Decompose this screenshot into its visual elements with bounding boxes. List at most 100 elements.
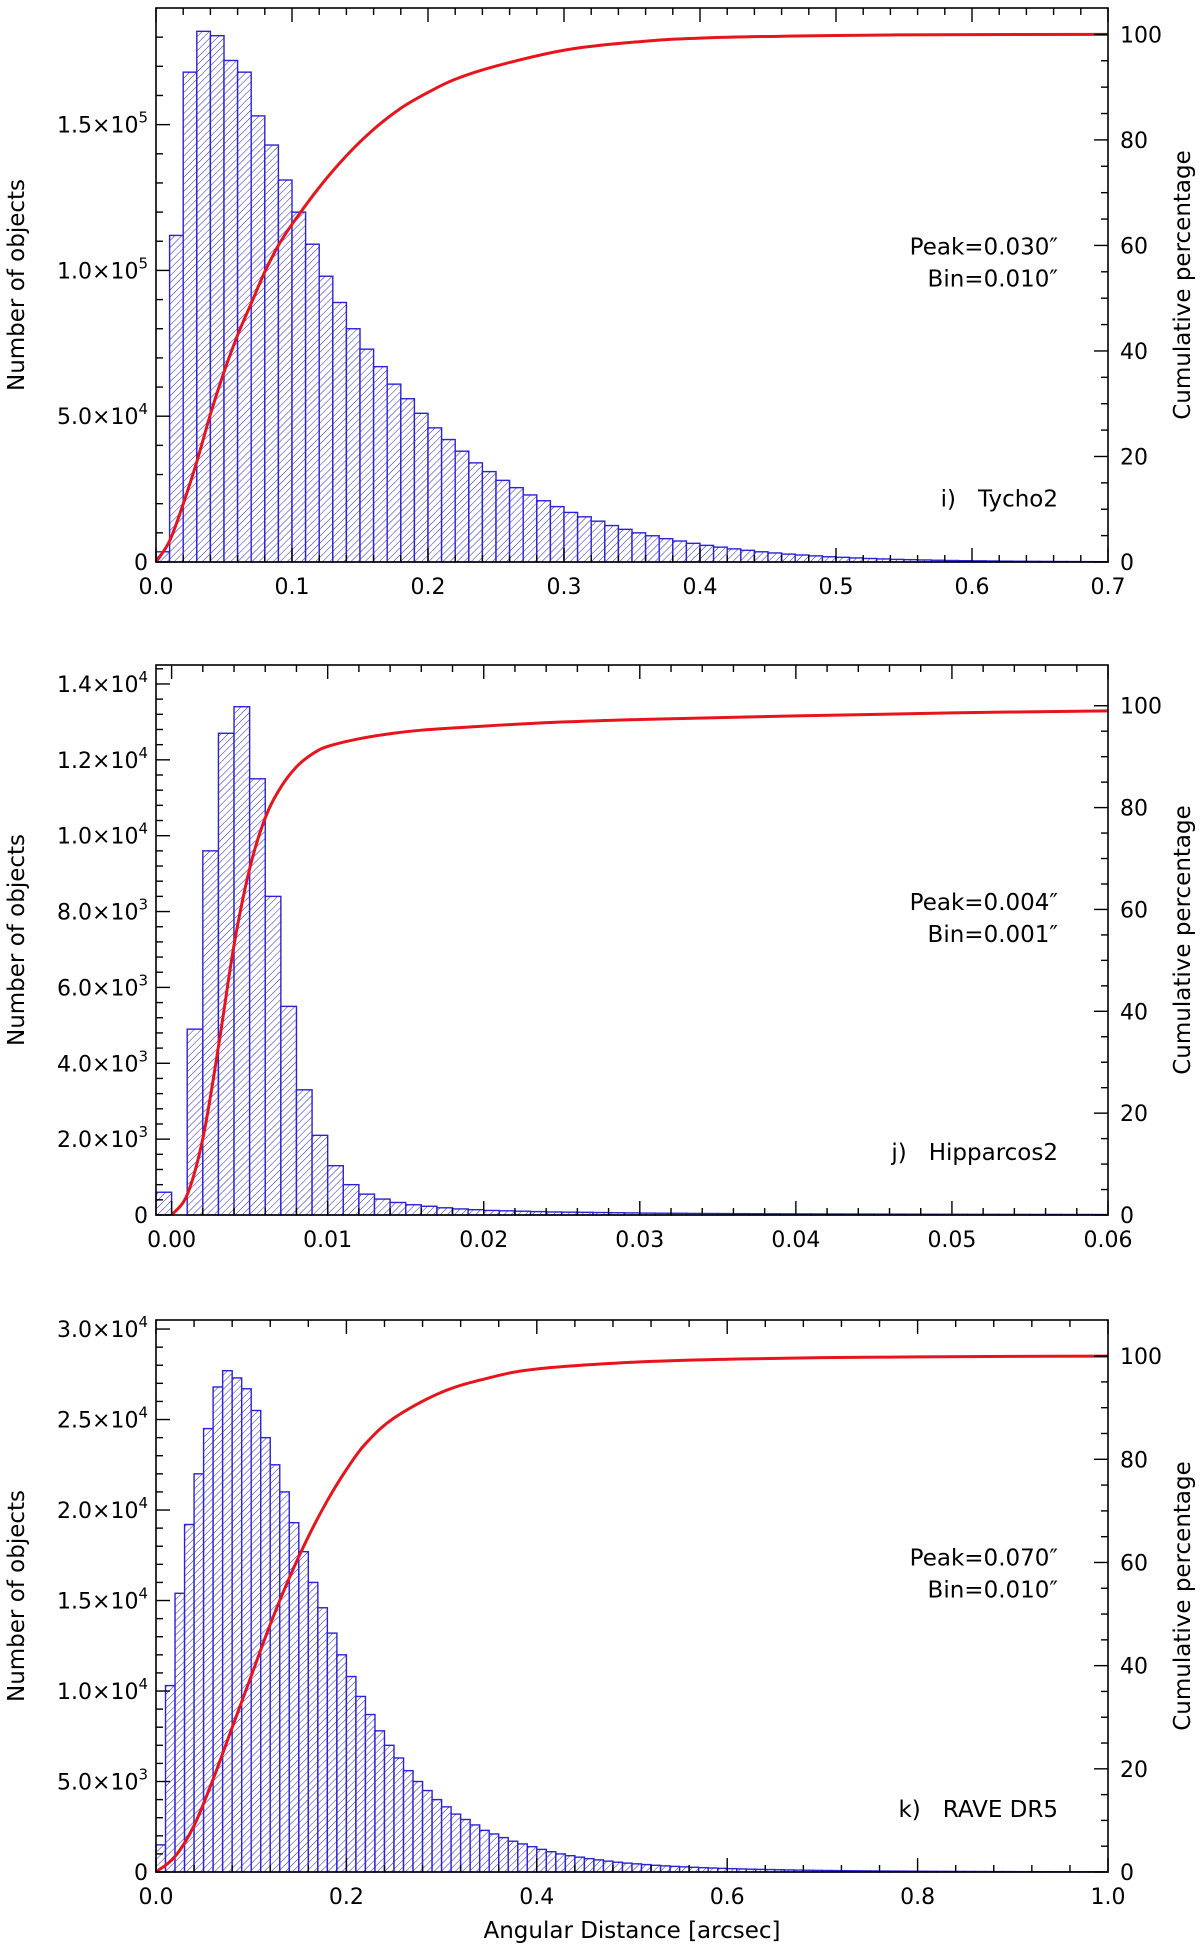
histogram-bar xyxy=(617,528,633,563)
y2-tick-label: 60 xyxy=(1120,234,1148,259)
y-axis-label: Number of objects xyxy=(4,179,30,391)
histogram-bar xyxy=(217,732,235,1216)
histogram-bar xyxy=(522,494,538,563)
histogram-bar xyxy=(555,1853,567,1873)
y-tick-label: 1.5×105 xyxy=(57,109,148,139)
catalog-name: Hipparcos2 xyxy=(929,1140,1058,1166)
histogram-bar xyxy=(183,1523,195,1873)
histogram-bar xyxy=(451,1208,469,1216)
histogram-bar xyxy=(469,1824,481,1873)
y-tick-label: 1.0×104 xyxy=(57,820,148,850)
histogram-bar xyxy=(440,438,456,563)
histogram-bar xyxy=(250,1409,262,1873)
x-axis-label: Angular Distance [arcsec] xyxy=(483,1918,780,1944)
histogram-bar xyxy=(563,511,579,563)
y-tick-label: 6.0×103 xyxy=(57,971,148,1001)
plot-frame xyxy=(155,664,1109,1216)
histogram-bar xyxy=(358,1193,376,1216)
y2-tick-label: 100 xyxy=(1120,1345,1162,1370)
histogram-bar xyxy=(583,1857,595,1873)
y2-tick-label: 60 xyxy=(1120,1551,1148,1576)
histogram-bar xyxy=(345,328,361,563)
histogram-bar xyxy=(202,1427,214,1873)
histogram-bar xyxy=(372,365,388,563)
x-tick-label: 0.03 xyxy=(615,1228,664,1253)
x-tick-label: 0.2 xyxy=(411,575,446,600)
histogram-bar xyxy=(342,1183,360,1216)
histogram-bar xyxy=(298,1550,310,1873)
x-tick-label: 0.05 xyxy=(927,1228,976,1253)
x-tick-label: 0.7 xyxy=(1091,575,1126,600)
x-tick-label: 0.3 xyxy=(547,575,582,600)
histogram-bar xyxy=(621,1862,633,1873)
y2-axis-label: Cumulative percentage xyxy=(1170,805,1196,1075)
histogram-bar xyxy=(576,516,592,563)
histogram-bar xyxy=(669,1865,681,1873)
y2-tick-label: 60 xyxy=(1120,898,1148,923)
histogram-bar xyxy=(336,1654,348,1873)
histogram-bar xyxy=(602,1860,614,1873)
y2-axis-label: Cumulative percentage xyxy=(1170,1461,1196,1731)
peak-annotation: Peak=0.070″ xyxy=(910,1546,1059,1572)
histogram-bar xyxy=(155,1191,173,1216)
panel-label: j) xyxy=(890,1140,906,1166)
histogram-bar xyxy=(279,1491,290,1873)
histogram-bar xyxy=(574,1856,586,1873)
histogram-bar xyxy=(412,1780,424,1873)
histogram-bar xyxy=(174,1592,186,1873)
x-tick-label: 0.00 xyxy=(147,1228,196,1253)
histogram-bar xyxy=(233,706,251,1216)
histogram-bar xyxy=(359,348,375,563)
histogram-bar xyxy=(436,1207,454,1216)
histogram-bar xyxy=(712,546,728,563)
histogram-bar xyxy=(604,524,620,563)
y2-tick-label: 100 xyxy=(1120,23,1162,48)
histogram-bar xyxy=(685,542,701,563)
x-tick-label: 0.2 xyxy=(329,1885,364,1910)
plot-frame xyxy=(155,7,1109,563)
histogram-bar xyxy=(318,275,334,563)
panel-k: 0.0 0.2 0.4 0.6 0.8 1.005.0×1031.0×1041.5×104… xyxy=(4,1313,1196,1944)
y-tick-label: 2.0×103 xyxy=(57,1123,148,1153)
histogram-bar xyxy=(427,427,443,563)
histogram-bar xyxy=(212,1386,224,1873)
x-tick-label: 0.6 xyxy=(955,575,990,600)
y2-tick-label: 20 xyxy=(1120,1102,1148,1127)
axis-ticks: 0.0 0.2 0.4 0.6 0.8 1.005.0×1031.0×1041.5×104… xyxy=(57,1313,1162,1910)
x-tick-label: 0.04 xyxy=(771,1228,820,1253)
y-tick-label: 1.5×104 xyxy=(57,1585,148,1615)
y2-tick-label: 80 xyxy=(1120,129,1148,154)
histogram-bar xyxy=(640,1863,652,1873)
histogram-bar xyxy=(240,1388,252,1873)
x-tick-label: 0.0 xyxy=(139,1885,174,1910)
histogram-bar xyxy=(549,505,565,563)
histogram-bar xyxy=(421,1789,433,1873)
histogram-bar xyxy=(726,548,742,563)
histogram-bar xyxy=(345,1675,357,1873)
histogram-bar xyxy=(612,1861,624,1873)
panel-j: 0.00 0.01 0.02 0.03 0.04 0.05 0.0602.0×1034.0×… xyxy=(4,664,1196,1253)
axis-ticks: 0.0 0.1 0.2 0.3 0.4 0.5 0.6 0.705.0×1041.0×1051… xyxy=(57,8,1162,600)
histogram-bar xyxy=(332,301,348,563)
histogram-bar xyxy=(400,398,416,563)
y-axis-label: Number of objects xyxy=(4,1490,30,1702)
peak-annotation: Peak=0.004″ xyxy=(910,890,1059,916)
y2-tick-label: 40 xyxy=(1120,1655,1148,1680)
histogram-bar xyxy=(459,1818,471,1873)
histogram-bar xyxy=(209,35,225,563)
histogram-bar xyxy=(291,211,307,563)
histogram-bar xyxy=(277,179,293,563)
panel-label: i) xyxy=(941,487,956,513)
y-tick-label: 2.0×104 xyxy=(57,1494,148,1524)
histogram-bar xyxy=(311,1134,329,1216)
histogram-bar xyxy=(767,552,783,563)
cumulative-curve xyxy=(170,709,1109,1216)
bin-annotation: Bin=0.010″ xyxy=(928,1578,1059,1604)
histogram-bar xyxy=(202,850,220,1216)
y-tick-label: 1.2×104 xyxy=(57,744,148,774)
panel-i: 0.0 0.1 0.2 0.3 0.4 0.5 0.6 0.705.0×1041.0×1051… xyxy=(4,7,1196,600)
histogram-bar xyxy=(794,554,810,563)
x-tick-label: 0.6 xyxy=(710,1885,745,1910)
histogram-bar xyxy=(355,1695,367,1873)
histogram-bar xyxy=(280,1005,298,1216)
